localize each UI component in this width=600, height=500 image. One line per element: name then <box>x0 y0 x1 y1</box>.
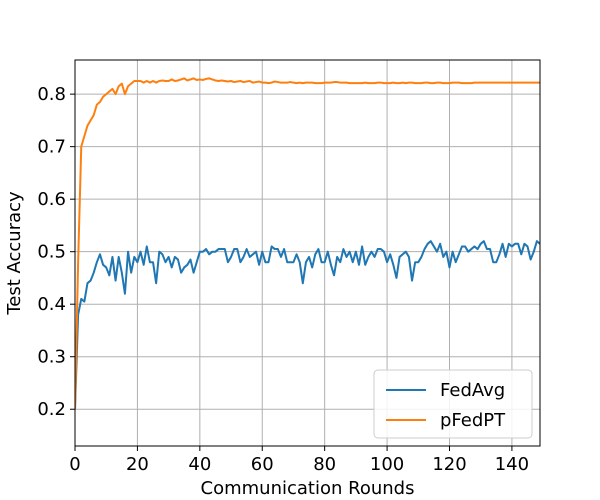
y-tick-label: 0.2 <box>37 399 66 420</box>
x-tick-label: 100 <box>370 454 404 475</box>
y-tick-label: 0.3 <box>37 347 66 368</box>
x-tick-label: 80 <box>313 454 336 475</box>
x-tick-label: 140 <box>495 454 529 475</box>
legend-label-pfedpt: pFedPT <box>440 410 506 431</box>
y-tick-label: 0.5 <box>37 242 66 263</box>
x-tick-label: 20 <box>126 454 149 475</box>
plot-frame <box>74 59 541 447</box>
legend-label-fedavg: FedAvg <box>440 380 505 401</box>
series-layer <box>75 77 540 410</box>
y-tick-label: 0.4 <box>37 294 66 315</box>
series-line-pfedpt <box>75 77 540 410</box>
ticks: 0 20 40 60 80 100 120 140 0.2 0.3 0.4 0.5 0.6 0.7 0.8 <box>37 84 529 475</box>
y-tick-label: 0.8 <box>37 84 66 105</box>
series-line-fedavg <box>75 240 540 410</box>
y-tick-label: 0.6 <box>37 189 66 210</box>
x-tick-label: 40 <box>188 454 211 475</box>
x-tick-label: 120 <box>432 454 466 475</box>
legend: FedAvg pFedPT <box>373 369 533 439</box>
x-tick-label: 0 <box>69 454 80 475</box>
x-tick-label: 60 <box>251 454 274 475</box>
grid <box>74 60 540 446</box>
y-tick-label: 0.7 <box>37 137 66 158</box>
y-axis-label: Test Accuracy <box>4 191 25 316</box>
x-axis-label: Communication Rounds <box>201 478 415 499</box>
